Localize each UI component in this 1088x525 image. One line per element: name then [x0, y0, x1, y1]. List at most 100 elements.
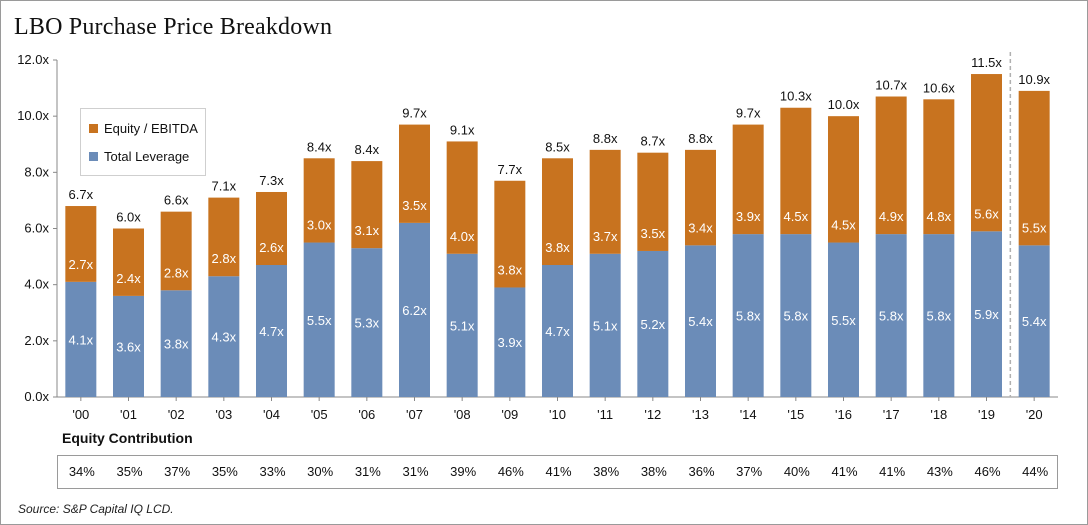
data-label-total: 10.9x	[1018, 72, 1050, 87]
equity-contribution-cell: 34%	[68, 464, 95, 479]
data-label-total-leverage: 5.1x	[450, 318, 475, 333]
bar-equity-ebitda	[1018, 90, 1050, 246]
data-label-total: 6.0x	[116, 210, 141, 225]
data-label-total: 9.7x	[736, 106, 761, 121]
data-label-equity-ebitda: 3.8x	[545, 240, 570, 255]
data-label-total: 7.3x	[259, 173, 284, 188]
data-label-equity-ebitda: 4.5x	[831, 218, 856, 233]
data-label-total-leverage: 3.8x	[164, 337, 189, 352]
bar-total-leverage	[351, 248, 383, 397]
legend-swatch-equity	[89, 124, 98, 134]
data-label-equity-ebitda: 3.9x	[736, 209, 761, 224]
y-tick-label: 0.0x	[24, 389, 49, 404]
data-label-total: 7.7x	[498, 162, 523, 177]
bar-total-leverage	[160, 290, 192, 397]
x-tick-label: '05	[311, 407, 328, 422]
equity-contribution-cell: 35%	[211, 464, 238, 479]
data-label-total-leverage: 3.6x	[116, 339, 141, 354]
bar-total-leverage	[446, 253, 478, 397]
data-label-total-leverage: 4.3x	[212, 330, 237, 345]
bar-equity-ebitda	[256, 191, 287, 266]
x-tick-label: '12	[644, 407, 661, 422]
bar-total-leverage	[828, 242, 859, 397]
x-tick-label: '15	[787, 407, 804, 422]
chart-title: LBO Purchase Price Breakdown	[14, 14, 333, 40]
data-label-equity-ebitda: 2.8x	[212, 251, 237, 266]
data-label-total: 8.4x	[307, 139, 332, 154]
data-label-equity-ebitda: 3.8x	[498, 262, 523, 277]
bar-equity-ebitda	[589, 149, 621, 254]
data-label-total-leverage: 4.7x	[545, 324, 570, 339]
y-tick-label: 2.0x	[24, 333, 49, 348]
data-label-total: 8.8x	[593, 131, 618, 146]
data-label-equity-ebitda: 3.1x	[355, 223, 380, 238]
data-label-total-leverage: 5.5x	[831, 313, 856, 328]
equity-contribution-cell: 31%	[402, 464, 429, 479]
data-label-total-leverage: 5.8x	[879, 309, 904, 324]
data-label-total: 8.7x	[641, 134, 666, 149]
x-tick-label: '17	[883, 407, 900, 422]
bar-total-leverage	[685, 245, 716, 397]
y-tick-label: 12.0x	[17, 52, 49, 67]
data-label-total-leverage: 5.8x	[736, 309, 761, 324]
data-label-total-leverage: 4.1x	[69, 332, 94, 347]
bar-total-leverage	[875, 234, 907, 397]
legend-item-leverage: Total Leverage	[89, 149, 189, 164]
x-tick-label: '09	[501, 407, 518, 422]
bar-equity-ebitda	[494, 180, 526, 288]
equity-contribution-cell: 41%	[831, 464, 858, 479]
equity-contribution-cell: 46%	[974, 464, 1001, 479]
data-label-total-leverage: 5.2x	[641, 317, 666, 332]
equity-contribution-cell: 46%	[497, 464, 524, 479]
data-label-total: 6.6x	[164, 193, 189, 208]
x-tick-label: '06	[358, 407, 375, 422]
data-label-total: 10.0x	[828, 97, 860, 112]
bar-equity-ebitda	[637, 152, 669, 251]
y-tick-label: 6.0x	[24, 221, 49, 236]
data-label-total-leverage: 5.8x	[927, 309, 952, 324]
x-tick-label: '10	[549, 407, 566, 422]
data-label-total-leverage: 6.2x	[402, 303, 427, 318]
bar-equity-ebitda	[923, 99, 955, 235]
bar-equity-ebitda	[399, 124, 430, 223]
legend-label-equity: Equity / EBITDA	[104, 121, 198, 136]
equity-contribution-cell: 33%	[259, 464, 286, 479]
bar-equity-ebitda	[65, 206, 97, 282]
bar-equity-ebitda	[113, 228, 144, 296]
bar-total-leverage	[399, 222, 430, 397]
equity-contribution-cell: 37%	[164, 464, 191, 479]
bar-equity-ebitda	[542, 158, 573, 266]
bar-total-leverage	[303, 242, 335, 397]
data-label-total: 10.7x	[875, 78, 907, 93]
bar-total-leverage	[780, 234, 812, 397]
bar-total-leverage	[589, 253, 621, 397]
y-tick-label: 4.0x	[24, 277, 49, 292]
bar-equity-ebitda	[971, 74, 1002, 232]
data-label-total: 8.5x	[545, 139, 570, 154]
data-label-equity-ebitda: 3.4x	[688, 220, 713, 235]
data-label-equity-ebitda: 2.4x	[116, 271, 141, 286]
data-label-total-leverage: 5.8x	[784, 309, 809, 324]
data-label-total-leverage: 5.9x	[974, 307, 999, 322]
x-tick-label: '03	[215, 407, 232, 422]
data-label-equity-ebitda: 3.5x	[402, 198, 427, 213]
data-label-total: 8.4x	[355, 142, 380, 157]
equity-contribution-cell: 41%	[879, 464, 906, 479]
legend-label-leverage: Total Leverage	[104, 149, 190, 164]
data-label-equity-ebitda: 4.9x	[879, 209, 904, 224]
x-tick-label: '11	[597, 407, 613, 422]
x-tick-label: '13	[692, 407, 709, 422]
data-label-total: 10.6x	[923, 80, 955, 95]
bar-total-leverage	[637, 250, 669, 397]
y-tick-label: 8.0x	[24, 164, 49, 179]
x-tick-label: '00	[72, 407, 89, 422]
data-label-equity-ebitda: 5.5x	[1022, 220, 1047, 235]
bar-total-leverage	[923, 234, 955, 397]
data-label-equity-ebitda: 2.6x	[259, 240, 284, 255]
bar-equity-ebitda	[685, 149, 716, 246]
data-label-total: 10.3x	[780, 89, 812, 104]
x-tick-label: '04	[263, 407, 280, 422]
bar-total-leverage	[208, 276, 240, 397]
equity-contribution-label: Equity Contribution	[62, 430, 193, 446]
data-label-total-leverage: 5.4x	[688, 314, 713, 329]
